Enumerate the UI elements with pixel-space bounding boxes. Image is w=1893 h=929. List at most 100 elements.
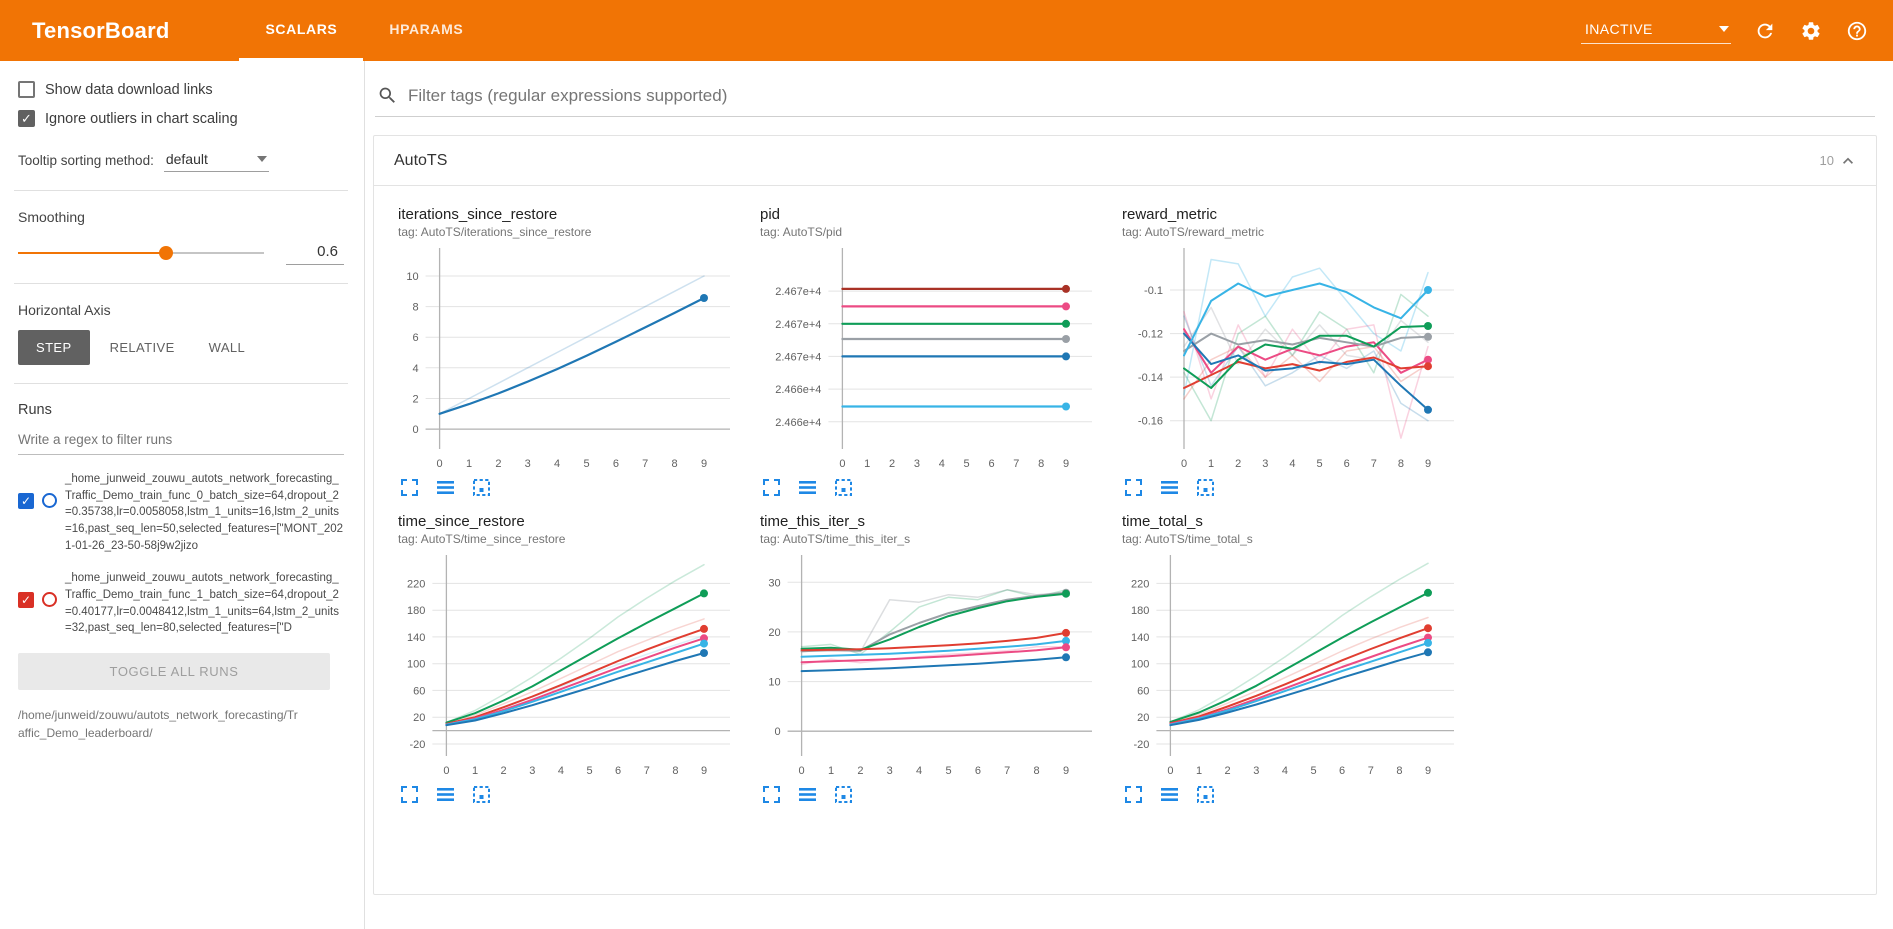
svg-text:2.467e+4: 2.467e+4 xyxy=(775,286,821,298)
expand-chart-button[interactable] xyxy=(762,478,781,497)
svg-text:1: 1 xyxy=(864,458,870,470)
svg-text:8: 8 xyxy=(1396,765,1402,777)
fit-domain-button[interactable] xyxy=(472,785,491,804)
lines-menu-icon xyxy=(1161,788,1178,801)
fit-domain-button[interactable] xyxy=(834,478,853,497)
svg-text:-0.14: -0.14 xyxy=(1138,372,1163,384)
chart-plot[interactable]: 220 180 140 100 60 20 -20 0 1 2 3 4 5 6 7 8 9 xyxy=(398,550,732,782)
svg-text:7: 7 xyxy=(1368,765,1374,777)
tooltip-sorting-caret-icon xyxy=(256,156,267,162)
chart-module-time-total: time_total_s tag: AutoTS/time_total_s 22… xyxy=(1122,513,1474,804)
expand-chart-button[interactable] xyxy=(1124,478,1143,497)
settings-button[interactable] xyxy=(1799,19,1823,43)
chart-tag: tag: AutoTS/time_this_iter_s xyxy=(760,532,911,546)
chart-plot[interactable]: 220 180 140 100 60 20 -20 0 1 2 3 4 5 6 7 8 9 xyxy=(1122,550,1456,782)
svg-text:0: 0 xyxy=(412,424,418,436)
toggle-all-runs-button[interactable]: TOGGLE ALL RUNS xyxy=(18,653,330,691)
svg-text:3: 3 xyxy=(1253,765,1259,777)
help-button[interactable] xyxy=(1845,19,1869,43)
run-1-solo-radio[interactable] xyxy=(42,592,57,608)
svg-text:6: 6 xyxy=(615,765,621,777)
axis-relative-button[interactable]: RELATIVE xyxy=(96,330,189,365)
svg-text:2: 2 xyxy=(889,458,895,470)
svg-text:2: 2 xyxy=(1225,765,1231,777)
fit-domain-button[interactable] xyxy=(1196,478,1215,497)
fit-domain-button[interactable] xyxy=(472,478,491,497)
show-download-links-label: Show data download links xyxy=(45,81,213,98)
refresh-button[interactable] xyxy=(1753,19,1777,43)
svg-text:2: 2 xyxy=(501,765,507,777)
runs-menu-button[interactable] xyxy=(436,478,455,497)
runs-menu-button[interactable] xyxy=(1160,478,1179,497)
expand-icon xyxy=(401,479,418,496)
runs-filter-input[interactable] xyxy=(18,428,344,455)
tab-hparams[interactable]: HPARAMS xyxy=(363,0,489,61)
svg-text:2: 2 xyxy=(1235,458,1241,470)
svg-text:-0.12: -0.12 xyxy=(1138,329,1163,341)
expand-chart-button[interactable] xyxy=(400,478,419,497)
chart-module-reward-metric: reward_metric tag: AutoTS/reward_metric … xyxy=(1122,206,1474,497)
chart-plot[interactable]: 2.467e+4 2.467e+4 2.467e+4 2.466e+4 2.466e+4… xyxy=(760,243,1094,475)
run-0-solo-radio[interactable] xyxy=(42,493,57,508)
runs-menu-button[interactable] xyxy=(798,785,817,804)
expand-chart-button[interactable] xyxy=(400,785,419,804)
svg-text:8: 8 xyxy=(1038,458,1044,470)
svg-text:9: 9 xyxy=(701,458,707,470)
chart-title: time_total_s xyxy=(1122,513,1203,530)
runs-menu-button[interactable] xyxy=(436,785,455,804)
top-tabs: SCALARS HPARAMS xyxy=(239,0,489,61)
tab-scalars[interactable]: SCALARS xyxy=(239,0,364,61)
lines-menu-icon xyxy=(437,788,454,801)
ignore-outliers-checkbox-row[interactable]: Ignore outliers in chart scaling xyxy=(18,110,344,127)
run-0-checkbox[interactable] xyxy=(18,493,34,509)
logdir-path: /home/junweid/zouwu/autots_network_forec… xyxy=(18,708,298,741)
run-1-checkbox[interactable] xyxy=(18,592,34,609)
svg-text:4: 4 xyxy=(554,458,560,470)
chart-title: time_this_iter_s xyxy=(760,513,866,530)
svg-text:4: 4 xyxy=(939,458,945,470)
fit-domain-button[interactable] xyxy=(1196,785,1215,804)
expand-chart-button[interactable] xyxy=(1124,785,1143,804)
divider xyxy=(14,190,348,191)
chart-plot[interactable]: -0.1 -0.12 -0.14 -0.16 0 1 2 3 4 5 6 7 8 9 xyxy=(1122,243,1456,475)
chart-plot[interactable]: 30 20 10 0 0 1 2 3 4 5 6 7 8 9 xyxy=(760,550,1094,782)
run-1-label: _home_junweid_zouwu_autots_network_forec… xyxy=(65,572,339,635)
tag-filter-input[interactable] xyxy=(408,85,1871,106)
show-download-links-checkbox-row[interactable]: Show data download links xyxy=(18,81,344,98)
axis-step-button[interactable]: STEP xyxy=(18,330,90,365)
svg-text:180: 180 xyxy=(1131,605,1149,617)
tooltip-sorting-select[interactable]: default xyxy=(163,149,269,172)
fit-domain-icon xyxy=(473,786,490,803)
slider-thumb[interactable] xyxy=(158,246,173,260)
axis-relative-label: RELATIVE xyxy=(109,340,175,355)
axis-wall-button[interactable]: WALL xyxy=(195,330,260,365)
fit-domain-button[interactable] xyxy=(834,785,853,804)
search-icon xyxy=(379,87,395,103)
autots-card-header[interactable]: AutoTS 10 xyxy=(374,136,1876,186)
fit-domain-icon xyxy=(473,479,490,496)
chart-plot[interactable]: 10 8 6 4 2 0 0 1 2 3 4 5 6 7 8 9 xyxy=(398,243,732,475)
svg-text:0: 0 xyxy=(443,765,449,777)
collapse-card-icon[interactable] xyxy=(1838,151,1858,171)
app-title: TensorBoard xyxy=(32,17,170,43)
svg-text:1: 1 xyxy=(1208,458,1214,470)
main-content: AutoTS 10 iterations_since_restore tag: … xyxy=(365,61,1893,929)
smoothing-slider[interactable] xyxy=(18,246,264,260)
chart-toolbar xyxy=(398,478,750,497)
show-download-links-checkbox[interactable] xyxy=(18,81,35,98)
svg-text:6: 6 xyxy=(1339,765,1345,777)
svg-text:5: 5 xyxy=(586,765,592,777)
tab-scalars-label: SCALARS xyxy=(265,21,338,37)
axis-step-label: STEP xyxy=(36,340,72,355)
runs-menu-button[interactable] xyxy=(1160,785,1179,804)
expand-icon xyxy=(1125,786,1142,803)
runs-menu-button[interactable] xyxy=(798,478,817,497)
data-selector-dropdown[interactable]: INACTIVE xyxy=(1581,17,1731,44)
smoothing-value-input[interactable]: 0.6 xyxy=(286,241,344,265)
svg-text:20: 20 xyxy=(1137,712,1149,724)
smoothing-label: Smoothing xyxy=(18,209,85,225)
expand-icon xyxy=(763,479,780,496)
tooltip-sorting-label: Tooltip sorting method: xyxy=(18,153,154,168)
expand-chart-button[interactable] xyxy=(762,785,781,804)
ignore-outliers-checkbox[interactable] xyxy=(18,110,35,127)
